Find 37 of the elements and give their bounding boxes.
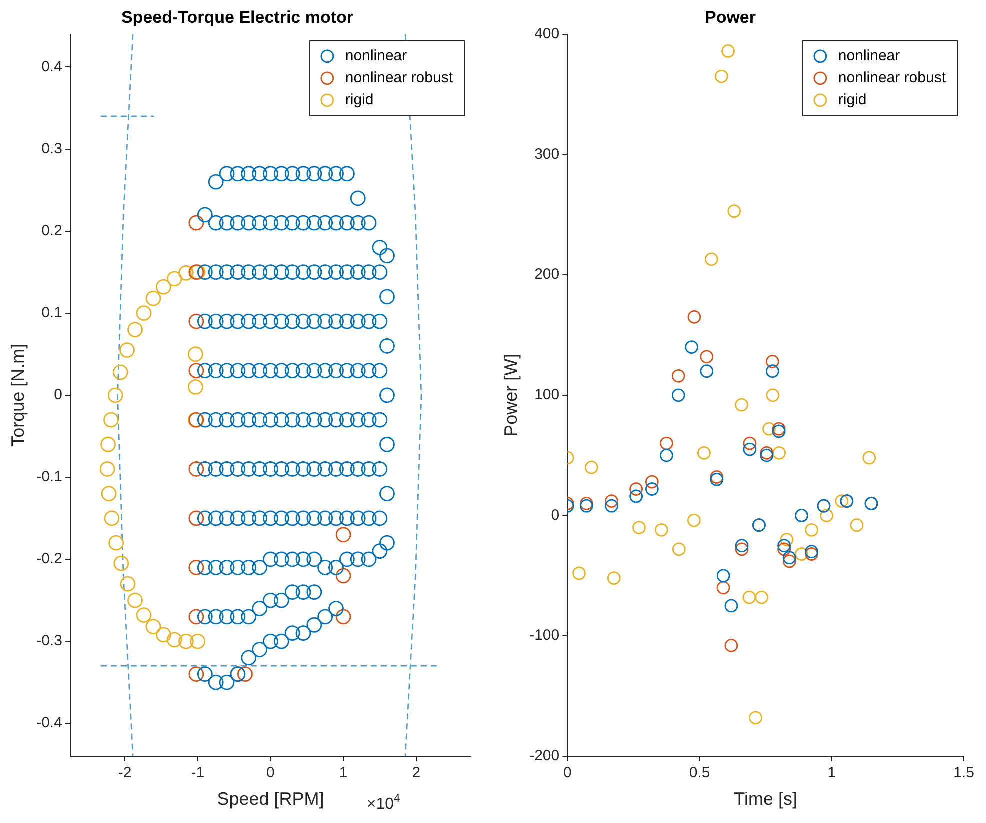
x-tick-label: 2 [412,764,421,782]
x-tick-label: 1 [828,764,836,782]
x-axis-title: Time [s] [734,789,798,810]
y-tick-label: -200 [530,748,560,765]
x-tick-label: 0 [563,764,572,782]
legend-label: nonlinear [345,48,408,65]
x-tick-label: -2 [118,764,132,782]
x-tick-label: 0 [266,764,275,782]
y-tick-label: 200 [534,266,560,284]
y-tick-label: 0.3 [42,140,62,158]
y-tick-label: 300 [534,146,560,163]
y-axis-title: Power [W] [500,354,521,437]
chart-title: Speed-Torque Electric motor [121,8,354,27]
y-tick-label: 100 [534,386,560,404]
legend-label: nonlinear [838,48,900,65]
y-tick-label: 0.2 [42,222,62,240]
y-tick-label: -0.4 [36,714,62,732]
x-tick-label: 1 [339,764,348,782]
y-tick-label: -100 [530,627,560,644]
legend-label: nonlinear robust [345,70,454,87]
chart-title: Power [704,8,756,27]
x-tick-label: 1.5 [954,764,974,782]
legend-label: rigid [838,92,867,109]
y-tick-label: -0.3 [36,632,62,650]
y-tick-label: 0.1 [42,304,62,322]
y-tick-label: 0 [54,386,62,404]
legend-label: rigid [345,92,374,109]
y-tick-label: -0.2 [36,550,62,568]
x-tick-label: -1 [191,764,205,782]
y-tick-label: -0.1 [36,468,62,486]
y-tick-label: 0 [551,506,560,524]
x-tick-label: 0.5 [689,764,710,782]
y-tick-label: 0.4 [42,58,62,76]
y-axis-title: Torque [N.m] [8,344,28,447]
legend-label: nonlinear robust [838,70,947,87]
x-axis-title: Speed [RPM] [217,789,324,810]
y-tick-label: 400 [534,26,560,43]
